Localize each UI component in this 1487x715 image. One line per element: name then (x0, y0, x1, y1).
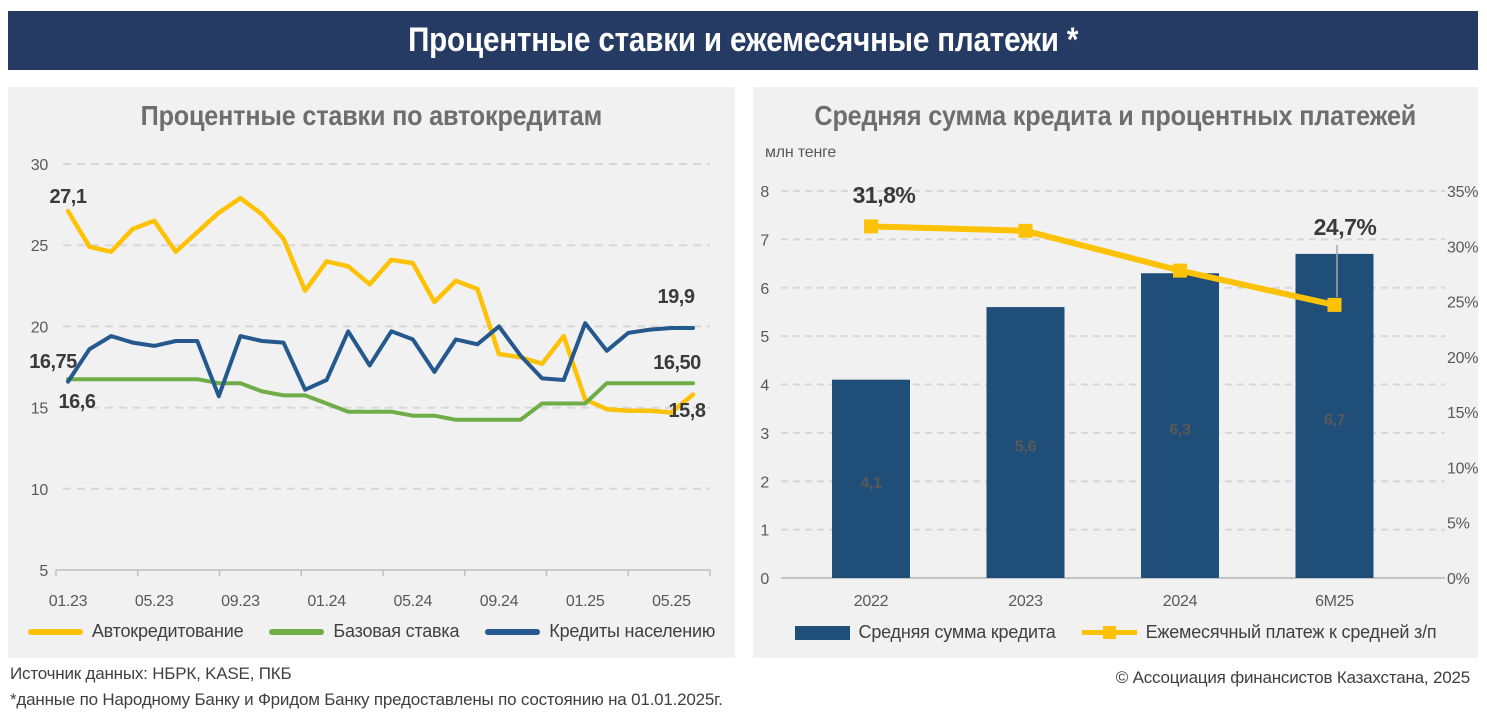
label-retail-end: 19,9 (657, 286, 695, 308)
legend-item-avg-loan: Средняя сумма кредита (794, 622, 1056, 643)
base-rate-line-swatch-icon (269, 628, 325, 635)
right-y-tick-label: 35% (1447, 184, 1478, 201)
left-chart-title: Процентные ставки по автокредитам (140, 100, 603, 131)
payment-marker-2024 (1173, 263, 1187, 278)
bar-2024 (1141, 273, 1219, 578)
copyright-note: © Ассоциация финансистов Казахстана, 202… (1115, 668, 1470, 687)
x-tick-label: 01.24 (307, 593, 346, 610)
x-tick-label: 09.24 (480, 593, 519, 610)
bar-2023 (986, 307, 1065, 578)
left-y-tick-label: 6 (760, 281, 769, 298)
left-y-tick-label: 0 (760, 571, 769, 588)
left-chart-legend: Автокредитование Базовая ставка Кредиты … (8, 621, 735, 642)
x-tick-label: 05.25 (652, 593, 691, 610)
series-line-2 (66, 321, 695, 399)
payment-marker-2022 (864, 219, 878, 234)
series-line-1 (66, 377, 695, 422)
x-category-label: 6М25 (1315, 593, 1354, 610)
right-y-tick-label: 25% (1447, 295, 1478, 312)
bar-2022 (832, 379, 910, 578)
left-y-tick-label: 1 (760, 523, 769, 540)
label-auto-end: 15,8 (668, 400, 706, 422)
bar-value-label: 4,1 (860, 475, 882, 492)
x-tick-label: 01.25 (566, 593, 605, 610)
y-tick-label: 30 (31, 157, 49, 174)
x-category-label: 2023 (1008, 593, 1043, 610)
x-tick-label: 01.23 (49, 593, 88, 610)
y-tick-label: 25 (31, 238, 49, 255)
main-title: Процентные ставки и ежемесячные платежи … (407, 21, 1079, 59)
x-category-label: 2022 (854, 593, 889, 610)
x-tick-label: 05.24 (394, 593, 433, 610)
payment-line (868, 223, 1338, 308)
x-tick-label: 05.23 (135, 593, 174, 610)
right-y-tick-label: 10% (1447, 460, 1478, 477)
label-line-start: 31,8% (852, 182, 916, 208)
label-line-end: 24,7% (1313, 214, 1377, 240)
y-tick-label: 20 (31, 319, 49, 336)
payment-line-swatch-icon (1081, 626, 1137, 639)
right-y-tick-label: 30% (1447, 239, 1478, 256)
right-chart-title: Средняя сумма кредита и процентных плате… (814, 100, 1417, 131)
left-y-tick-label: 4 (760, 378, 769, 395)
bar-value-label: 6,3 (1169, 422, 1191, 439)
payment-marker-6М25 (1327, 297, 1342, 312)
left-y-tick-label: 8 (760, 184, 769, 201)
label-base-end: 16,50 (653, 352, 701, 374)
avg-loan-bar-swatch-icon (794, 625, 850, 640)
footnote: *данные по Народному Банку и Фридом Банк… (10, 690, 723, 709)
right-y-tick-label: 15% (1447, 405, 1478, 422)
left-y-tick-label: 5 (760, 329, 769, 346)
x-category-label: 2024 (1163, 593, 1198, 610)
x-tick-label: 09.23 (221, 593, 260, 610)
left-chart-panel: Процентные ставки по автокредитам 30 25 20… (8, 87, 735, 658)
loan-bar-chart: 8 7 6 5 4 3 2 1 0 35% 30% 25% 20% 15% 10% 5% 0% 4,1 2022 5,… (760, 184, 1478, 610)
auto-loans-line-swatch-icon (27, 628, 83, 635)
legend-item-retail-loans: Кредиты населению (485, 621, 715, 642)
left-y-tick-label: 3 (760, 426, 769, 443)
source-note: Источник данных: НБРК, KASE, ПКБ (10, 664, 292, 683)
series-line-0 (65, 195, 696, 415)
right-chart-legend: Средняя сумма кредита Ежемесячный платеж… (753, 622, 1478, 643)
right-chart-panel: Средняя сумма кредита и процентных плате… (753, 87, 1478, 658)
main-title-bar: Процентные ставки и ежемесячные платежи … (8, 11, 1478, 70)
label-auto-start: 27,1 (49, 186, 87, 208)
y-tick-label: 10 (31, 482, 49, 499)
right-y-tick-label: 0% (1447, 571, 1470, 588)
left-y-tick-label: 7 (760, 232, 769, 249)
legend-item-monthly-payment: Ежемесячный платеж к средней з/п (1081, 622, 1437, 643)
legend-item-auto-loans: Автокредитование (27, 621, 244, 642)
bar-value-label: 6,7 (1324, 412, 1346, 429)
label-retail-start: 16,6 (58, 391, 96, 413)
y-axis-unit-label: млн тенге (765, 144, 837, 161)
label-base-start: 16,75 (29, 351, 77, 373)
y-tick-label: 5 (39, 563, 48, 580)
legend-item-base-rate: Базовая ставка (269, 621, 459, 642)
payment-marker-2023 (1018, 223, 1033, 238)
retail-loans-line-swatch-icon (485, 628, 541, 635)
bar-value-label: 5,6 (1015, 439, 1037, 456)
right-y-tick-label: 5% (1447, 516, 1470, 533)
left-y-tick-label: 2 (760, 474, 769, 491)
right-y-tick-label: 20% (1447, 350, 1478, 367)
bar-6М25 (1295, 253, 1374, 578)
